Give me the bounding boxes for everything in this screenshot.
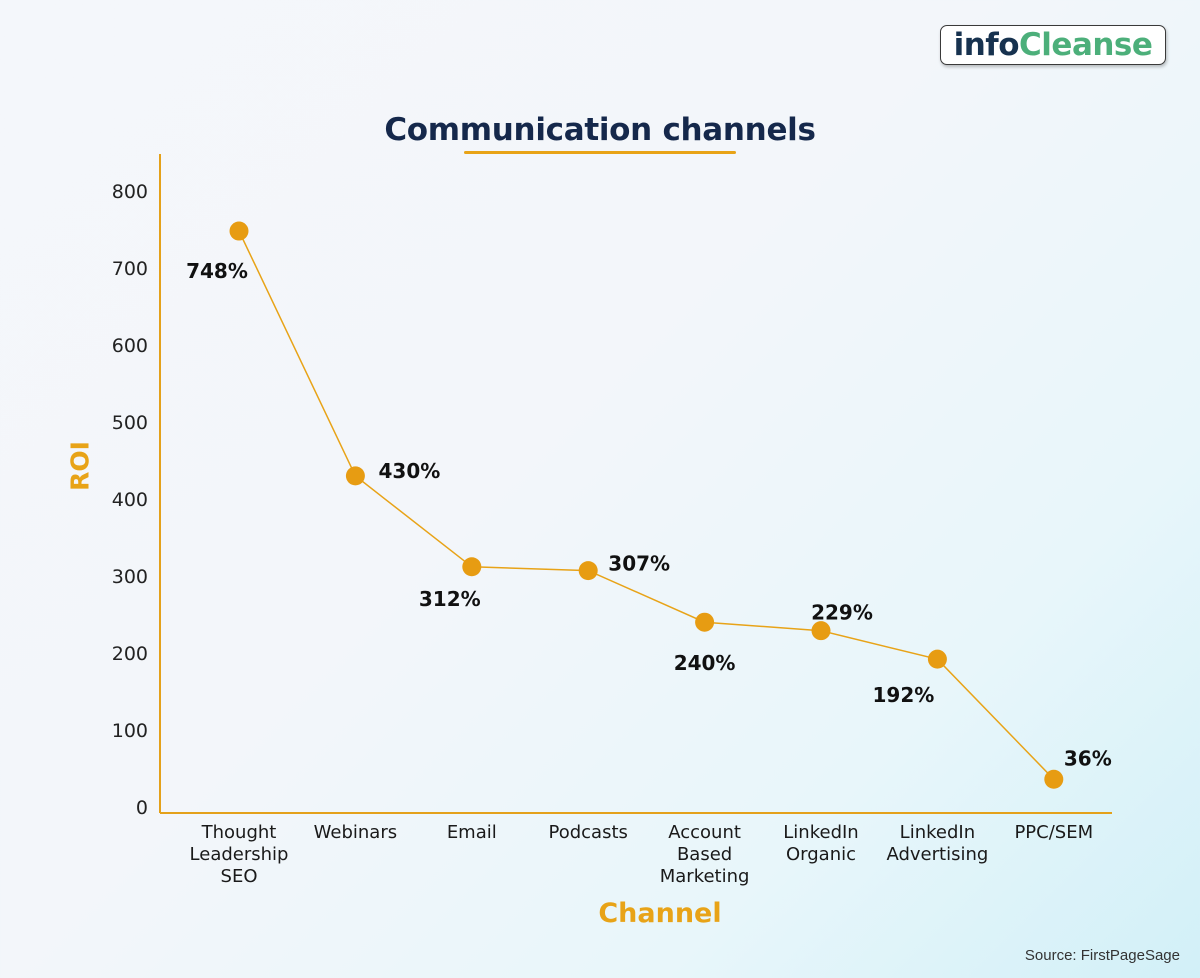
data-point xyxy=(462,557,482,577)
x-tick-label-line: Email xyxy=(447,822,497,843)
data-point xyxy=(811,621,831,641)
y-tick-label: 800 xyxy=(112,181,148,203)
x-tick-label-line: Marketing xyxy=(660,866,750,887)
chart-title: Communication channels xyxy=(384,112,816,148)
data-label: 192% xyxy=(873,683,935,707)
x-tick-label: Account Based Marketing xyxy=(660,822,750,887)
x-tick-label: Thought Leadership SEO xyxy=(190,822,289,887)
y-tick-label: 700 xyxy=(112,258,148,280)
x-tick-label-line: LinkedIn xyxy=(783,822,858,843)
data-point xyxy=(695,612,715,632)
data-point xyxy=(578,561,598,581)
y-tick-label: 600 xyxy=(112,335,148,357)
x-tick-label: LinkedIn Organic xyxy=(783,822,858,865)
x-tick-label: Webinars xyxy=(314,822,397,843)
x-tick-label-line: Advertising xyxy=(886,844,988,865)
x-tick-label-line: Podcasts xyxy=(548,822,627,843)
x-tick-label-line: PPC/SEM xyxy=(1014,822,1093,843)
data-label: 229% xyxy=(811,601,873,625)
y-tick-label: 200 xyxy=(112,643,148,665)
y-tick-label: 500 xyxy=(112,412,148,434)
y-tick-label: 300 xyxy=(112,566,148,588)
x-tick-label-line: Organic xyxy=(786,844,856,865)
x-tick-label-line: LinkedIn xyxy=(900,822,975,843)
x-tick-label-line: SEO xyxy=(221,866,258,887)
data-label: 36% xyxy=(1064,746,1112,770)
x-tick-label-line: Account xyxy=(668,822,741,843)
infocleanse-logo: info Cleanse xyxy=(940,25,1166,65)
data-point xyxy=(927,649,947,669)
y-tick-label: 400 xyxy=(112,489,148,511)
x-tick-label-line: Thought xyxy=(201,822,277,843)
data-label: 240% xyxy=(674,651,736,675)
data-label: 748% xyxy=(186,259,248,283)
x-tick-label: PPC/SEM xyxy=(1014,822,1093,843)
x-tick-label-line: Webinars xyxy=(314,822,397,843)
logo-text-info: info xyxy=(953,26,1020,63)
series-line-roi xyxy=(238,230,1055,780)
data-point xyxy=(345,466,365,486)
data-label: 312% xyxy=(419,587,481,611)
x-tick-label-line: Based xyxy=(677,844,732,865)
x-tick-label-line: Leadership xyxy=(190,844,289,865)
data-point xyxy=(229,221,249,241)
data-label: 430% xyxy=(379,459,441,483)
data-point xyxy=(1044,769,1064,789)
x-tick-label: LinkedIn Advertising xyxy=(886,822,988,865)
source-note: Source: FirstPageSage xyxy=(1024,947,1180,964)
x-tick-label: Podcasts xyxy=(548,822,627,843)
x-tick-label: Email xyxy=(447,822,497,843)
y-tick-label: 100 xyxy=(112,720,148,742)
y-axis-label: ROI xyxy=(65,441,95,491)
title-underline xyxy=(464,151,736,154)
x-axis-label: Channel xyxy=(598,898,722,929)
logo-text-cleanse: Cleanse xyxy=(1019,26,1153,63)
y-tick-label: 0 xyxy=(136,797,148,819)
data-label: 307% xyxy=(608,552,670,576)
